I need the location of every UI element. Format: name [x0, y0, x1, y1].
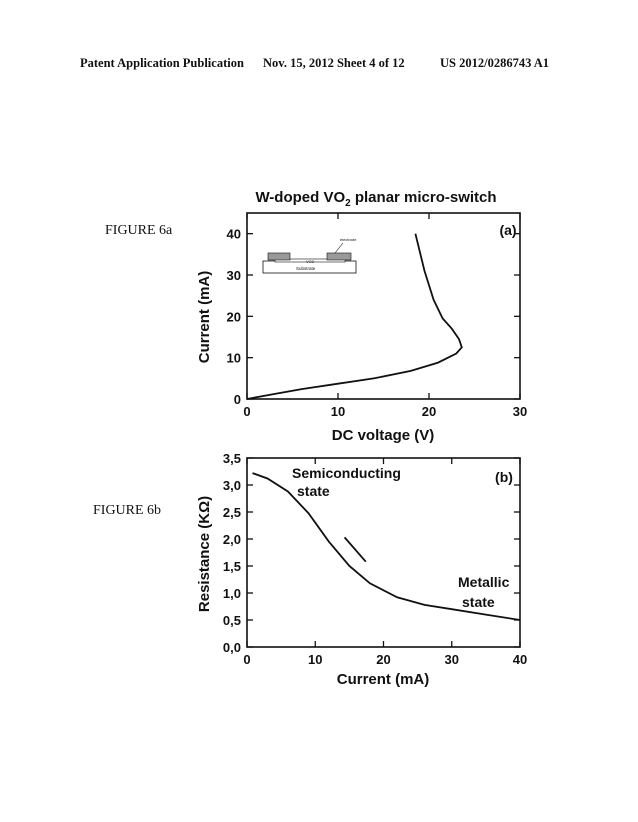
figure-6a-label: FIGURE 6a [105, 223, 173, 238]
x-tick-label: 0 [243, 404, 250, 419]
x-tick-label: 20 [376, 652, 390, 667]
y-tick-label: 30 [227, 268, 241, 283]
substrate-label: Substrate [296, 266, 316, 271]
x-tick-label: 30 [445, 652, 459, 667]
y-tick-label: 10 [227, 351, 241, 366]
vo2-film [274, 258, 346, 263]
chart-a-panel-label: (a) [499, 222, 516, 238]
y-tick-label: 2,5 [223, 505, 241, 520]
x-tick-label: 40 [513, 652, 527, 667]
y-tick-label: 0,5 [223, 613, 241, 628]
header-publication: Patent Application Publication [80, 56, 244, 70]
chart-b-y-axis-label: Resistance (KΩ) [196, 496, 213, 612]
chart-b-ticks: 0 10 20 30 40 0,0 0,5 1,0 1,5 2,0 2,5 3,0 3,5 [223, 451, 527, 667]
chart-b-annotation-metallic-state: state [462, 594, 495, 610]
x-tick-label: 10 [308, 652, 322, 667]
x-tick-label: 20 [422, 404, 436, 419]
y-tick-label: 1,0 [223, 586, 241, 601]
figure-6b-label: FIGURE 6b [93, 503, 162, 518]
chart-b-panel-label: (b) [495, 469, 513, 485]
chart-b-annotation-metallic: Metallic [458, 574, 510, 590]
electrode-label: electrode [340, 237, 357, 242]
y-tick-label: 1,5 [223, 559, 241, 574]
device-schematic-inset: electrode VO2 Substrate [262, 237, 357, 274]
y-tick-label: 40 [227, 227, 241, 242]
chart-b-annotation-semiconducting-state: state [297, 483, 330, 499]
x-tick-label: 30 [513, 404, 527, 419]
y-tick-label: 0,0 [223, 640, 241, 655]
y-tick-label: 3,0 [223, 478, 241, 493]
chart-b-frame [246, 457, 521, 648]
chart-b-annotation-semiconducting: Semiconducting [292, 465, 401, 481]
header-patent-number: US 2012/0286743 A1 [440, 56, 550, 70]
y-tick-label: 3,5 [223, 451, 241, 466]
chart-a-ticks: 0 10 20 30 0 10 20 30 40 [227, 213, 527, 419]
film-label: VO2 [306, 259, 315, 264]
right-electrode [326, 252, 352, 261]
y-tick-label: 0 [234, 392, 241, 407]
y-tick-label: 2,0 [223, 532, 241, 547]
electrode-pointer [334, 242, 344, 254]
chart-b-x-axis-label: Current (mA) [337, 671, 430, 688]
chart-a-y-axis-label: Current (mA) [196, 271, 213, 364]
chart-a-frame [246, 212, 521, 400]
series-line-1 [252, 472, 521, 621]
chart-a-series [246, 233, 463, 400]
chart-a-title: W-doped VO2 planar micro-switch [255, 189, 496, 209]
left-electrode [267, 252, 291, 261]
x-tick-label: 10 [331, 404, 345, 419]
chart-b-series [252, 472, 521, 621]
header-date-sheet: Nov. 15, 2012 Sheet 4 of 12 [263, 56, 405, 70]
chart-a-x-axis-label: DC voltage (V) [332, 427, 435, 444]
series-line-2 [343, 536, 367, 563]
chart-b: 0 10 20 30 40 0,0 0,5 1,0 1,5 2,0 2,5 3,0 3,5 Curren… [196, 451, 527, 688]
y-tick-label: 20 [227, 309, 241, 324]
chart-a: W-doped VO2 planar micro-switch 0 10 20 300… [196, 189, 527, 444]
series-line-1 [246, 233, 463, 400]
x-tick-label: 0 [243, 652, 250, 667]
